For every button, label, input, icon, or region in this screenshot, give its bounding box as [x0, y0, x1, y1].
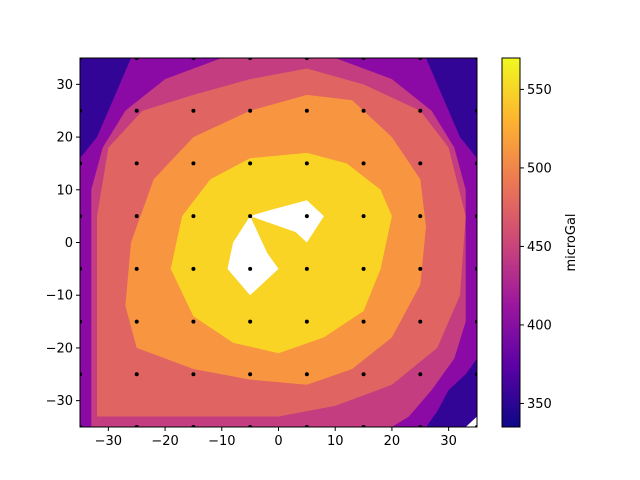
measurement-point	[191, 319, 196, 324]
x-tick-label: 20	[384, 434, 401, 449]
colorbar-tick-label: 450	[527, 240, 552, 255]
measurement-point	[248, 266, 253, 271]
colorbar-tick-label: 500	[527, 161, 552, 176]
no-data-notch	[465, 416, 477, 427]
colorbar-tick-label: 550	[527, 83, 552, 98]
x-tick-label: 0	[274, 434, 282, 449]
measurement-point	[304, 372, 309, 377]
y-tick-label: −10	[46, 289, 73, 304]
colorbar-tick-label: 400	[527, 318, 552, 333]
plot-area	[79, 57, 478, 428]
measurement-point	[418, 266, 423, 271]
y-axis: −30 −20 −10 0 10 20 30	[46, 78, 80, 409]
y-tick-label: −30	[46, 394, 73, 409]
x-tick-label: −30	[95, 434, 122, 449]
measurement-point	[361, 161, 366, 166]
measurement-point	[418, 214, 423, 219]
measurement-point	[134, 266, 139, 271]
measurement-point	[248, 108, 253, 113]
measurement-point	[418, 161, 423, 166]
colorbar-tick-label: 350	[527, 397, 552, 412]
measurement-point	[134, 161, 139, 166]
no-data-region-1	[250, 200, 324, 243]
x-axis: −30 −20 −10 0 10 20 30	[95, 427, 457, 449]
measurement-point	[304, 161, 309, 166]
x-tick-label: −20	[151, 434, 178, 449]
measurement-point	[361, 319, 366, 324]
y-tick-label: −20	[46, 341, 73, 356]
measurement-point	[361, 108, 366, 113]
measurement-point	[191, 108, 196, 113]
x-tick-label: 10	[327, 434, 344, 449]
measurement-point	[191, 266, 196, 271]
measurement-point	[418, 372, 423, 377]
y-tick-label: 0	[65, 236, 73, 251]
measurement-point	[304, 266, 309, 271]
y-tick-label: 30	[56, 78, 73, 93]
measurement-point	[134, 319, 139, 324]
measurement-point	[191, 372, 196, 377]
y-tick-label: 20	[56, 131, 73, 146]
measurement-point	[134, 372, 139, 377]
contour-fill	[80, 58, 477, 427]
x-tick-label: 30	[440, 434, 457, 449]
measurement-point	[304, 319, 309, 324]
measurement-point	[248, 372, 253, 377]
measurement-point	[418, 319, 423, 324]
measurement-point	[191, 214, 196, 219]
measurement-point	[304, 214, 309, 219]
measurement-point	[418, 108, 423, 113]
x-tick-label: −10	[208, 434, 235, 449]
measurement-point	[248, 319, 253, 324]
measurement-point	[248, 161, 253, 166]
measurement-point	[361, 266, 366, 271]
measurement-point	[191, 161, 196, 166]
no-data-region-2	[227, 216, 279, 296]
measurement-point	[248, 214, 253, 219]
colorbar-label: microGal	[564, 213, 579, 271]
measurement-point	[361, 214, 366, 219]
measurement-point	[134, 214, 139, 219]
y-tick-label: 10	[56, 183, 73, 198]
colorbar-gradient	[501, 57, 521, 428]
contour-band-5	[170, 152, 392, 354]
measurement-point	[134, 108, 139, 113]
colorbar: 350 400 450 500 550 microGal	[501, 57, 579, 428]
measurement-point	[361, 372, 366, 377]
measurement-point	[304, 108, 309, 113]
